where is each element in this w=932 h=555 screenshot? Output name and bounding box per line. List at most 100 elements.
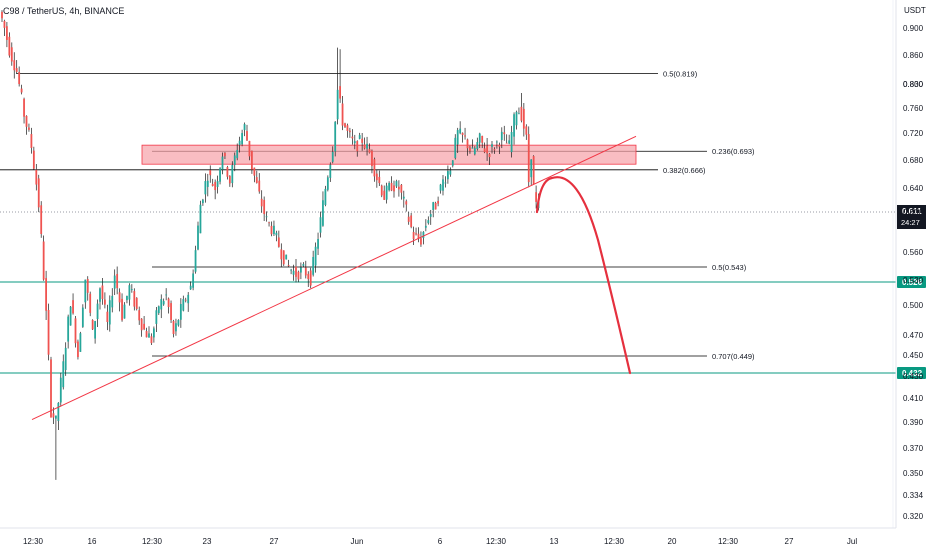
candle-body bbox=[292, 270, 295, 275]
candle-body bbox=[81, 307, 84, 327]
candle-body bbox=[86, 279, 89, 293]
candle-body bbox=[116, 274, 119, 289]
candle-body bbox=[248, 140, 251, 157]
candle-body bbox=[206, 180, 209, 187]
candle-body bbox=[427, 220, 430, 224]
candle-body bbox=[55, 415, 57, 419]
support-level-badge bbox=[897, 276, 926, 288]
fib-level-label: 0.5(0.543) bbox=[712, 263, 747, 272]
candle-body bbox=[192, 273, 194, 288]
candle-body bbox=[179, 303, 182, 320]
candle-body bbox=[449, 170, 452, 175]
candle-body bbox=[393, 185, 395, 192]
trendline-layer bbox=[31, 135, 637, 421]
candle-body bbox=[187, 294, 190, 304]
candle-body bbox=[329, 164, 332, 178]
candle-body bbox=[469, 147, 471, 151]
candle-body bbox=[285, 254, 288, 260]
candle-body bbox=[336, 89, 339, 120]
candle-body bbox=[481, 135, 484, 143]
candle-body bbox=[148, 333, 150, 338]
candle-body bbox=[199, 204, 202, 234]
candle-body bbox=[226, 167, 229, 177]
candle-body bbox=[155, 310, 158, 324]
candle-body bbox=[319, 217, 322, 233]
x-tick-label: 12:30 bbox=[23, 537, 44, 546]
candle-body bbox=[45, 278, 47, 311]
candle-body bbox=[361, 138, 364, 143]
x-tick-label: 13 bbox=[550, 537, 559, 546]
candle-body bbox=[527, 134, 530, 183]
candle-body bbox=[170, 303, 172, 321]
candle-body bbox=[532, 156, 535, 185]
candle-body bbox=[263, 200, 266, 215]
y-tick-label: 0.500 bbox=[903, 301, 924, 310]
candle-body bbox=[209, 170, 212, 176]
candle-body bbox=[520, 106, 523, 121]
candle-body bbox=[290, 269, 292, 271]
candle-body bbox=[91, 319, 94, 330]
y-tick-label: 0.800 bbox=[903, 80, 924, 89]
y-tick-label: 0.470 bbox=[903, 331, 924, 340]
candle-body bbox=[67, 316, 70, 342]
candle-body bbox=[219, 168, 221, 182]
candle-body bbox=[464, 135, 466, 137]
candle-body bbox=[513, 114, 515, 137]
candle-body bbox=[89, 293, 92, 313]
resistance-zone bbox=[141, 144, 637, 165]
candle-body bbox=[483, 148, 486, 153]
candle-body bbox=[57, 402, 60, 422]
candle-body bbox=[79, 333, 82, 352]
candle-body bbox=[275, 232, 278, 236]
candle-body bbox=[182, 299, 185, 311]
candle-body bbox=[194, 250, 197, 272]
ascending-trendline bbox=[31, 135, 637, 421]
candle-body bbox=[162, 301, 165, 305]
candle-body bbox=[508, 140, 511, 144]
candle-body bbox=[535, 192, 537, 202]
candle-body bbox=[172, 321, 175, 335]
candle-body bbox=[410, 215, 413, 227]
candle-body bbox=[241, 133, 243, 145]
countdown-text: 24:27 bbox=[901, 218, 920, 227]
candle-body bbox=[486, 146, 488, 154]
candle-body bbox=[143, 323, 145, 330]
fib-level-label: 0.707(0.449) bbox=[712, 352, 755, 361]
candle-body bbox=[236, 149, 239, 159]
candle-body bbox=[50, 359, 52, 418]
candle-body bbox=[530, 159, 533, 178]
candle-body bbox=[493, 149, 496, 151]
candle-body bbox=[395, 181, 398, 187]
candle-body bbox=[18, 72, 21, 85]
candle-body bbox=[253, 167, 256, 176]
candle-body bbox=[64, 347, 67, 371]
candle-body bbox=[300, 267, 302, 273]
candle-body bbox=[246, 131, 248, 141]
candle-body bbox=[231, 165, 234, 184]
candle-body bbox=[297, 271, 300, 280]
candle-body bbox=[375, 173, 378, 181]
candle-body bbox=[13, 60, 16, 71]
candle-body bbox=[515, 111, 518, 126]
candle-body bbox=[255, 177, 258, 183]
y-tick-label: 0.350 bbox=[903, 469, 924, 478]
candle-body bbox=[346, 125, 349, 131]
candle-body bbox=[177, 319, 180, 326]
candle-body bbox=[322, 200, 324, 226]
candle-body bbox=[101, 285, 104, 300]
candle-body bbox=[69, 306, 72, 326]
candle-body bbox=[415, 233, 417, 235]
candle-body bbox=[130, 289, 133, 290]
candle-body bbox=[8, 36, 11, 56]
candle-body bbox=[476, 142, 479, 150]
candle-body bbox=[510, 131, 513, 153]
candle-body bbox=[454, 137, 457, 159]
candle-body bbox=[304, 267, 307, 276]
candle-body bbox=[258, 180, 261, 192]
candle-body bbox=[135, 297, 138, 309]
candle-body bbox=[145, 331, 148, 338]
x-tick-label: 20 bbox=[668, 537, 677, 546]
candle-body bbox=[96, 303, 99, 320]
